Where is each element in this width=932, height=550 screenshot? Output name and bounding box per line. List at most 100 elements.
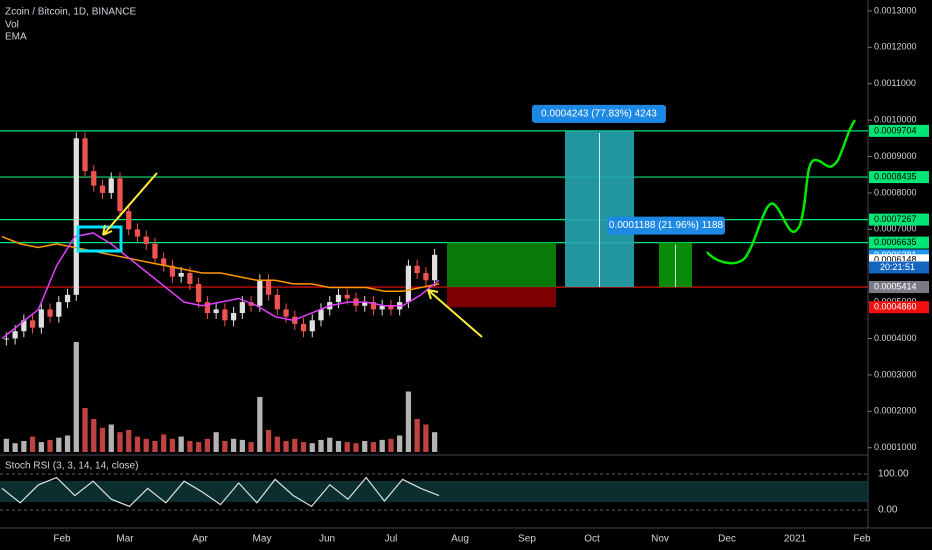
- price-badge: [869, 281, 929, 294]
- x-tick-label: Aug: [451, 534, 469, 545]
- x-tick-label: Feb: [53, 534, 71, 545]
- volume-bar: [248, 442, 254, 452]
- y-tick-label: 0.0009000: [874, 151, 917, 161]
- volume-bar: [414, 419, 420, 452]
- rsi-title: Stoch RSI (3, 3, 14, 14, close): [5, 461, 138, 472]
- volume-bar: [117, 432, 123, 452]
- x-tick-label: 2021: [784, 534, 807, 545]
- x-tick-label: Mar: [116, 534, 134, 545]
- candle: [309, 320, 315, 332]
- volume-bar: [99, 427, 106, 452]
- volume-bar: [169, 438, 176, 452]
- price-badge: [869, 301, 929, 314]
- candle: [152, 243, 158, 259]
- candle: [126, 211, 132, 230]
- candle: [29, 320, 36, 328]
- candle: [318, 309, 324, 321]
- y-tick-label: 0.0002000: [874, 406, 917, 416]
- candle: [161, 258, 167, 266]
- y-tick-label: 0.0012000: [874, 42, 917, 52]
- volume-bar: [108, 424, 114, 452]
- ema-line: [1, 235, 440, 292]
- candle: [38, 309, 44, 328]
- candle: [143, 236, 149, 244]
- candle: [12, 331, 18, 339]
- volume-bar: [161, 434, 167, 452]
- countdown-badge: [869, 261, 929, 274]
- arrow-head: [102, 224, 113, 236]
- candle: [196, 283, 202, 303]
- volume-bar: [134, 436, 141, 452]
- volume-bar: [318, 439, 324, 452]
- measure-label-bg: [607, 216, 725, 235]
- volume-bar: [196, 442, 202, 452]
- volume-bar: [335, 441, 342, 452]
- countdown-label: 20:21:51: [880, 262, 915, 272]
- rsi-line: [1, 476, 440, 508]
- price-badge: [869, 171, 929, 184]
- candle: [335, 294, 342, 303]
- volume-bar: [432, 432, 438, 452]
- volume-bar: [292, 438, 298, 452]
- x-tick-label: Apr: [192, 534, 208, 545]
- position-stop: [447, 287, 556, 308]
- volume-bar: [230, 438, 237, 452]
- candle: [47, 309, 53, 317]
- volume-bar: [204, 438, 211, 452]
- candle: [222, 309, 228, 321]
- ema-line: [1, 232, 440, 340]
- indicator-label: Vol: [5, 20, 19, 31]
- y-tick-label: 0.0013000: [874, 5, 917, 15]
- volume-bar: [21, 441, 27, 452]
- volume-bar: [309, 443, 315, 452]
- price-badge-label: 0.0006148: [874, 255, 917, 265]
- volume-bar: [300, 442, 307, 452]
- candle: [405, 265, 412, 303]
- arrow: [427, 289, 483, 338]
- volume-bar: [344, 442, 350, 452]
- candle: [73, 138, 79, 295]
- position-target: [447, 242, 556, 288]
- volume-bar: [82, 408, 88, 452]
- volume-bar: [423, 424, 429, 452]
- candle: [178, 273, 184, 277]
- y-tick-label: 0.0001000: [874, 442, 917, 452]
- x-tick-label: Nov: [651, 534, 669, 545]
- candle: [134, 229, 141, 237]
- volume-bar: [362, 441, 368, 452]
- volume-bar: [143, 438, 149, 452]
- candle: [370, 302, 377, 310]
- measure-label: 0.0001188 (21.96%) 1188: [609, 220, 724, 231]
- candle: [379, 305, 385, 310]
- y-tick-label: 0.0004000: [874, 333, 917, 343]
- volume-bar: [370, 442, 377, 452]
- candle: [204, 302, 211, 314]
- volume-bar: [353, 443, 359, 452]
- rsi-tick-label: 0.00: [878, 505, 898, 516]
- x-tick-label: May: [253, 534, 272, 545]
- volume-bar: [265, 430, 272, 452]
- y-tick-label: 0.0007000: [874, 224, 917, 234]
- volume-bar: [91, 419, 97, 452]
- volume-bar: [187, 441, 193, 452]
- volume-bar: [388, 438, 394, 452]
- candle: [388, 305, 394, 310]
- arrow: [102, 172, 158, 236]
- candle: [257, 280, 263, 306]
- volume-bar: [152, 441, 158, 452]
- y-tick-label: 0.0003000: [874, 369, 917, 379]
- x-tick-label: Jun: [319, 534, 335, 545]
- candle: [82, 138, 88, 172]
- candle: [108, 178, 114, 193]
- candle: [99, 185, 106, 193]
- x-tick-label: Feb: [853, 534, 871, 545]
- candle: [117, 178, 123, 212]
- x-tick-label: Sep: [518, 534, 536, 545]
- y-tick-label: 0.0011000: [874, 78, 916, 88]
- price-badge: [869, 213, 929, 226]
- volume-bar: [73, 342, 79, 452]
- candle: [187, 273, 193, 284]
- price-badge-label: 0.0004860: [874, 302, 917, 312]
- price-badge-label: 0.0008435: [874, 171, 917, 181]
